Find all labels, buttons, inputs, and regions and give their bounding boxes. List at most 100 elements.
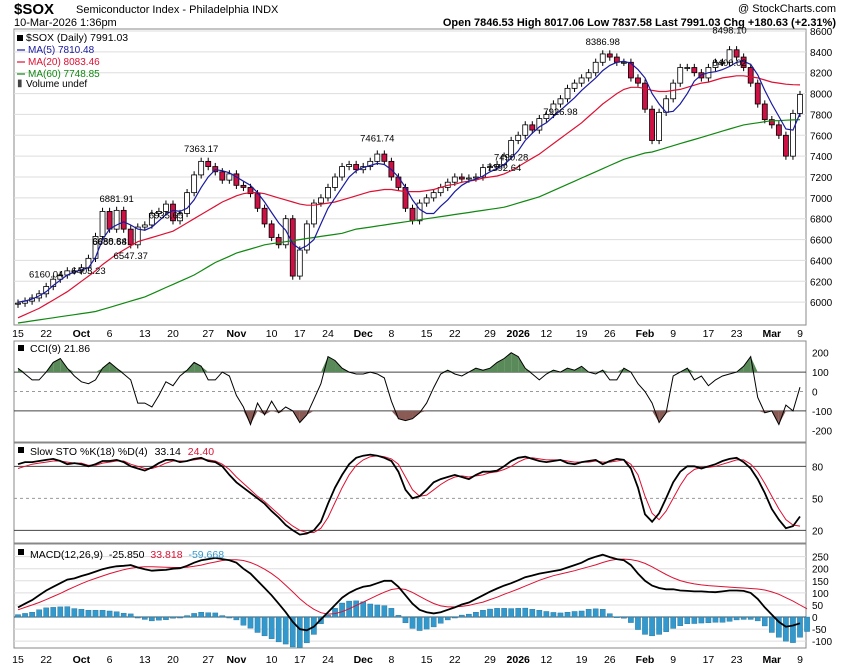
x-axis-label: 22: [449, 654, 461, 666]
macd-histogram-bar: [99, 610, 106, 618]
candle-up: [578, 77, 585, 84]
macd-histogram-bar: [437, 616, 444, 624]
price-annotation: 7392.64: [487, 163, 521, 174]
cci-tick-label: 0: [812, 388, 818, 399]
macd-histogram-bar: [543, 611, 550, 618]
x-axis-label: 13: [139, 654, 151, 666]
macd-histogram-bar: [628, 616, 634, 623]
x-axis-label: 27: [202, 654, 214, 666]
x-axis-label: Nov: [226, 328, 246, 340]
x-axis-label: 24: [322, 654, 334, 666]
macd-histogram-bar: [43, 607, 49, 618]
macd-histogram-bar: [733, 616, 740, 621]
candle-down: [106, 211, 113, 230]
macd-histogram-bar: [790, 616, 796, 643]
macd-histogram-bar: [254, 616, 261, 633]
macd-histogram-bar: [353, 600, 359, 618]
candle-up: [374, 153, 381, 162]
macd-histogram-bar: [156, 616, 162, 621]
price-annotation: 6680.68: [92, 237, 126, 248]
x-axis-label: 19: [576, 654, 588, 666]
candle-down: [261, 207, 268, 225]
macd-histogram-bar: [268, 616, 275, 639]
x-axis-label: 22: [40, 328, 52, 340]
price-annotation: 7490.28: [494, 153, 528, 164]
macd-histogram-bar: [233, 616, 240, 621]
x-axis-label: 19: [576, 328, 588, 340]
macd-histogram-bar: [205, 612, 212, 618]
price-annotation: 7461.74: [360, 134, 394, 145]
price-annotation: 8386.98: [586, 37, 620, 48]
x-axis-label: 17: [703, 654, 715, 666]
cci-oversold-fill: [419, 410, 427, 413]
x-axis-label: 10: [266, 328, 278, 340]
sto-tick-label: 20: [812, 526, 824, 537]
price-tick-label: 6800: [810, 215, 833, 226]
macd-histogram-bar: [691, 616, 698, 624]
x-axis-label: Mar: [762, 654, 781, 666]
price-tick-label: 6400: [810, 256, 833, 267]
macd-histogram-bar: [430, 616, 437, 628]
macd-histogram-bar: [198, 611, 204, 618]
macd-tick-label: 250: [812, 553, 829, 564]
macd-histogram-bar: [163, 616, 169, 620]
x-axis-label: 29: [484, 654, 496, 666]
x-axis-label: Nov: [226, 654, 246, 666]
cci-overbought-fill: [335, 360, 343, 373]
cci-oversold-fill: [299, 410, 307, 423]
x-axis-label: 23: [731, 654, 743, 666]
macd-histogram-bar: [381, 605, 388, 618]
candle-down: [775, 124, 782, 136]
candle-down: [127, 228, 134, 246]
macd-histogram-bar: [367, 603, 374, 618]
x-axis-label: 20: [167, 328, 179, 340]
cci-tick-label: 100: [812, 368, 829, 379]
macd-histogram-bar: [142, 616, 148, 620]
macd-histogram-bar: [149, 616, 155, 622]
macd-histogram-bar: [374, 604, 381, 618]
candle-up: [318, 197, 324, 204]
macd-histogram-bar: [297, 616, 303, 648]
cci-tick-label: 200: [812, 349, 829, 360]
source-credit[interactable]: @ StockCharts.com: [738, 3, 836, 15]
cci-overbought-fill: [67, 368, 75, 373]
candle-down: [754, 82, 761, 105]
candle-down: [233, 173, 240, 186]
macd-histogram-bar: [388, 608, 395, 618]
x-axis-label: 23: [731, 328, 743, 340]
candle-up: [550, 103, 557, 115]
macd-panel[interactable]: [13, 543, 807, 649]
candle-up: [677, 67, 684, 84]
macd-histogram-bar: [339, 602, 345, 618]
price-tick-label: 7000: [810, 194, 833, 205]
quote-line: Open 7846.53 High 8017.06 Low 7837.58 La…: [443, 17, 837, 29]
macd-histogram-bar: [740, 616, 747, 620]
macd-histogram-bar: [466, 613, 472, 618]
x-axis-label: 29: [484, 328, 496, 340]
x-axis-label: 26: [604, 328, 616, 340]
ma60-line: [17, 119, 801, 324]
cci-overbought-fill: [602, 370, 610, 373]
sto-panel[interactable]: [13, 442, 807, 544]
candle-up: [339, 166, 345, 178]
macd-histogram-bar: [219, 615, 226, 618]
macd-histogram-bar: [797, 616, 803, 638]
macd-histogram-bar: [677, 616, 684, 626]
candle-up: [536, 118, 543, 131]
candle-up: [451, 176, 458, 183]
macd-histogram-bar: [719, 616, 726, 623]
candle-down: [747, 67, 754, 84]
macd-histogram-bar: [29, 611, 35, 618]
macd-histogram-bar: [240, 616, 247, 626]
legend-main: $SOX (Daily) 7991.03: [26, 32, 128, 44]
candle-up: [487, 166, 493, 169]
candle-up: [310, 202, 317, 225]
macd-histogram-bar: [804, 616, 810, 632]
macd-histogram-bar: [64, 606, 71, 618]
macd-histogram-bar: [395, 615, 402, 618]
macd-histogram-bar: [416, 616, 423, 631]
candle-up: [50, 278, 57, 287]
candle-down: [254, 193, 261, 209]
x-axis-label: 9: [797, 654, 803, 666]
